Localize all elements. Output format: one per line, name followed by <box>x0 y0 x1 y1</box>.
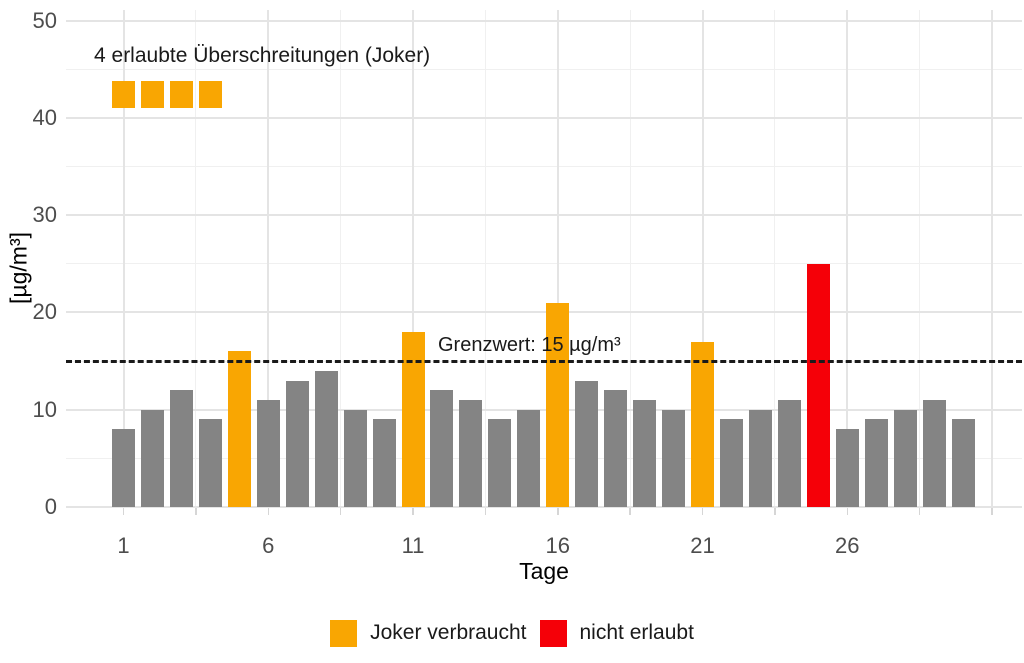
bar-day-23 <box>748 409 772 507</box>
gridline-v-major <box>556 10 559 507</box>
x-tick-label: 26 <box>835 533 860 558</box>
bar-day-24 <box>777 399 801 507</box>
bar-day-25 <box>806 263 830 507</box>
gridline-v-minor <box>629 10 631 507</box>
x-tick-mark <box>991 508 993 515</box>
bar-day-6 <box>256 399 280 507</box>
x-tick-mark <box>267 508 269 515</box>
bar-day-28 <box>893 409 917 507</box>
gridline-h-minor <box>66 165 1022 167</box>
bar-day-27 <box>864 419 888 507</box>
gridline-h-major <box>66 19 1022 22</box>
x-tick-mark <box>195 508 197 515</box>
gridline-v-minor <box>195 10 197 507</box>
x-tick-mark <box>846 508 848 515</box>
x-tick-mark <box>918 508 921 515</box>
gridline-v-minor <box>340 10 342 507</box>
annotation-joker-text: 4 erlaubte Überschreitungen (Joker) <box>94 44 431 67</box>
bar-day-14 <box>488 419 512 507</box>
bar-day-22 <box>719 419 743 507</box>
gridline-v-minor <box>484 10 486 507</box>
legend: Joker verbraucht nicht erlaubt <box>0 618 1024 648</box>
x-tick-mark <box>412 508 414 515</box>
gridline-v-major <box>122 10 125 507</box>
bar-day-15 <box>517 409 541 507</box>
bar-day-17 <box>575 380 599 507</box>
gridline-h-minor <box>66 263 1022 265</box>
threshold-line <box>66 359 1022 363</box>
x-tick-label: 11 <box>401 533 425 558</box>
y-tick-label: 10 <box>32 396 57 422</box>
x-axis-title: Tage <box>519 558 569 584</box>
bar-day-8 <box>314 370 338 507</box>
bar-day-18 <box>604 390 628 507</box>
bar-day-10 <box>372 419 396 507</box>
bar-day-19 <box>633 399 657 507</box>
x-tick-mark <box>339 508 342 515</box>
x-tick-label: 21 <box>690 533 715 558</box>
gridline-v-major <box>846 10 849 507</box>
x-tick-label: 6 <box>262 533 275 558</box>
x-tick-mark <box>557 508 559 515</box>
y-tick-label: 20 <box>32 299 57 325</box>
bar-day-1 <box>112 429 135 507</box>
threshold-label: Grenzwert: 15 µg/m³ <box>438 334 621 356</box>
legend-label-exceed: nicht erlaubt <box>579 621 694 644</box>
bar-day-5 <box>227 351 251 507</box>
legend-swatch-exceed <box>539 619 567 647</box>
x-tick-label: 16 <box>545 533 570 558</box>
bar-day-16 <box>546 302 570 507</box>
gridline-v-major <box>267 10 270 507</box>
bar-day-4 <box>198 419 222 507</box>
y-axis-title: [µg/m³] <box>5 231 32 305</box>
bar-day-30 <box>951 419 975 507</box>
gridline-v-minor <box>919 10 921 507</box>
bar-day-2 <box>140 409 164 507</box>
x-tick-label: 1 <box>117 533 130 558</box>
bar-day-3 <box>169 390 193 507</box>
bar-day-7 <box>285 380 309 507</box>
joker-marker <box>140 80 164 109</box>
gridline-v-major <box>991 10 993 507</box>
x-tick-mark <box>484 508 487 515</box>
bar-day-9 <box>343 409 367 507</box>
gridline-v-major <box>701 10 704 507</box>
gridline-h-major <box>66 506 1022 508</box>
joker-marker <box>112 80 135 109</box>
y-tick-label: 50 <box>32 7 57 33</box>
bar-day-13 <box>459 399 483 507</box>
gridline-h-major <box>66 214 1022 217</box>
joker-marker <box>198 80 222 109</box>
bar-day-12 <box>430 390 454 507</box>
x-tick-mark <box>122 508 125 515</box>
x-tick-mark <box>629 508 631 515</box>
legend-label-joker: Joker verbraucht <box>370 621 527 644</box>
gridline-h-major <box>66 116 1022 119</box>
gridline-h-minor <box>66 68 1022 70</box>
gridline-v-minor <box>774 10 776 507</box>
legend-swatch-joker <box>330 619 358 647</box>
y-tick-label: 30 <box>32 202 57 228</box>
gridline-h-major <box>66 408 1022 411</box>
x-tick-mark <box>774 508 776 515</box>
gridline-h-minor <box>66 457 1022 459</box>
bar-day-29 <box>922 399 946 507</box>
joker-marker <box>169 80 193 109</box>
bar-day-21 <box>691 341 714 507</box>
x-tick-mark <box>701 508 704 515</box>
bar-day-11 <box>401 331 425 507</box>
y-tick-label: 0 <box>44 494 57 519</box>
gridline-h-major <box>66 311 1022 314</box>
bar-day-20 <box>662 409 686 507</box>
gridline-v-major <box>412 10 414 507</box>
y-tick-label: 40 <box>32 104 57 130</box>
bar-day-26 <box>835 429 859 507</box>
